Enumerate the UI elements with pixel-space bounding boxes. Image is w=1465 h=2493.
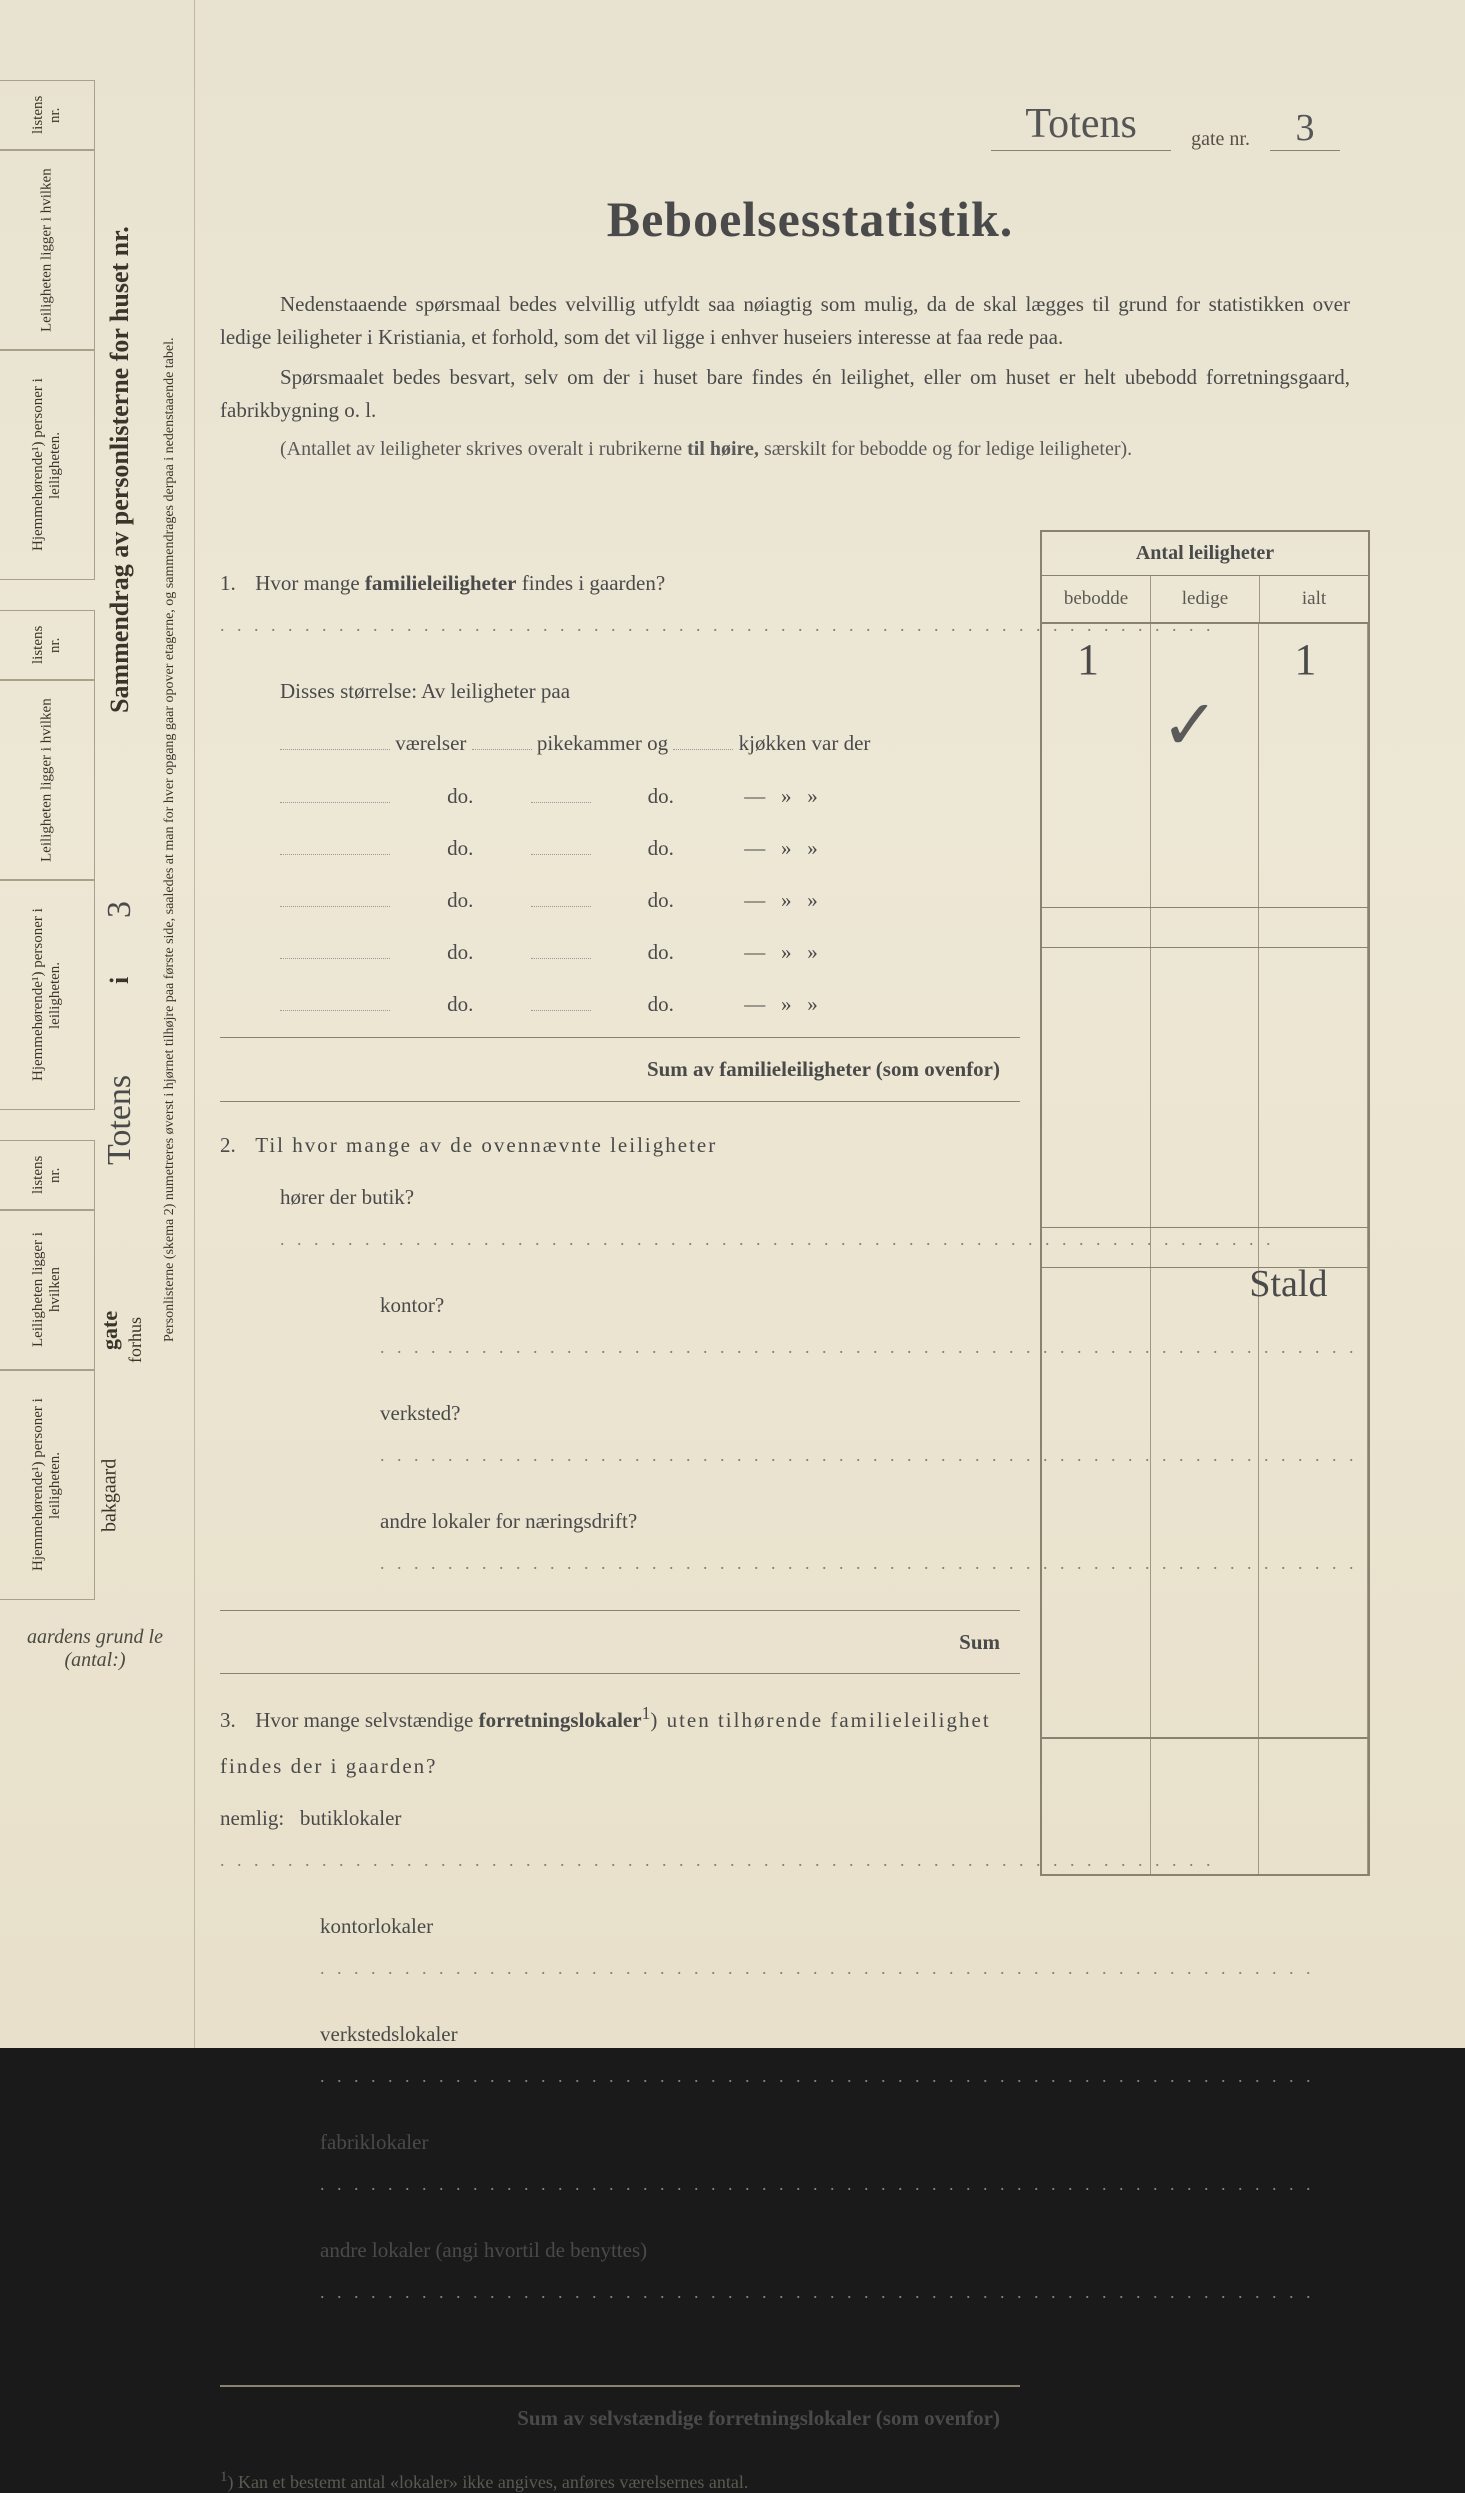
intro-p3: (Antallet av leiligheter skrives overalt…	[220, 434, 1350, 465]
left-box-leil-3: Leiligheten ligger i hvilken	[0, 1210, 95, 1370]
intro-p1: Nedenstaaende spørsmaal bedes velvillig …	[220, 288, 1350, 353]
forhus-container: forhus	[123, 1260, 148, 1420]
q2-sum: Sum	[220, 1610, 1020, 1674]
col-bebodde: bebodde	[1042, 576, 1151, 622]
left-box-listens-1: listens nr.	[0, 80, 95, 150]
house-nr-handwritten: 3	[95, 870, 145, 950]
q3-fabrik: fabriklokaler	[220, 2119, 1020, 2221]
listens-label: listens nr.	[0, 81, 94, 149]
count-table: Antal leiligheter bebodde ledige ialt 1 …	[1040, 530, 1370, 1876]
q1-row-do-1: do. do. — » »	[220, 773, 1020, 819]
street-name-handwritten: Totens	[991, 100, 1171, 151]
page-title: Beboelsesstatistik.	[220, 190, 1400, 248]
q3-verksted: verkstedslokaler	[220, 2011, 1020, 2113]
col-body-ialt: 1 Stald	[1259, 624, 1368, 1874]
left-margin-column-b: Sammendrag av personlisterne for huset n…	[95, 0, 195, 1760]
q1-row-do-3: do. do. — » »	[220, 877, 1020, 923]
gate-container: gate	[95, 1270, 125, 1390]
col-body-ledige: ✓	[1151, 624, 1260, 1874]
main-content: Totens gate nr. 3 Beboelsesstatistik. Ne…	[220, 110, 1400, 2493]
left-box-hjemme-1: Hjemmehørende¹) personer i leiligheten.	[0, 350, 95, 580]
hline-sum2	[1042, 1227, 1368, 1228]
header-line: Totens gate nr. 3	[991, 100, 1340, 151]
q2-verksted: verksted?	[220, 1390, 1020, 1492]
street-handwritten-vertical: Totens	[95, 1010, 145, 1230]
hjemme-label-2: Hjemmehørende¹) personer i leiligheten.	[0, 881, 94, 1109]
hjemme-label: Hjemmehørende¹) personer i leiligheten.	[0, 351, 94, 579]
q1-line: 1. Hvor mange familieleiligheter findes …	[220, 560, 1020, 662]
count-table-subheader: bebodde ledige ialt	[1042, 576, 1368, 624]
intro-text: Nedenstaaende spørsmaal bedes velvillig …	[220, 288, 1400, 465]
left-box-hjemme-2: Hjemmehørende¹) personer i leiligheten.	[0, 880, 95, 1110]
col-body-bebodde: 1	[1042, 624, 1151, 1874]
q2-line: 2. Til hvor mange av de ovennævnte leili…	[220, 1122, 1020, 1168]
hline-sum2b	[1042, 1267, 1368, 1268]
q3-nemlig-butik: nemlig: butiklokaler	[220, 1795, 1020, 1897]
q1-row-do-5: do. do. — » »	[220, 981, 1020, 1027]
left-box-leil-1: Leiligheten ligger i hvilken	[0, 150, 95, 350]
bakgaard-label: bakgaard	[95, 1400, 125, 1590]
intro-p2: Spørsmaalet bedes besvart, selv om der i…	[220, 361, 1350, 426]
bakgaard-container: bakgaard	[95, 1400, 125, 1590]
count-table-body: 1 ✓ 1 Stald	[1042, 624, 1368, 1874]
q1-row-do-4: do. do. — » »	[220, 929, 1020, 975]
personlisterne-note-container: Personlisterne (skema 2) numetreres øver…	[150, 90, 190, 1590]
house-nr-container: 3	[95, 870, 145, 950]
q2-kontor: kontor?	[220, 1282, 1020, 1384]
left-margin-column-a: listens nr. Leiligheten ligger i hvilken…	[0, 0, 95, 1760]
left-box-listens-2: listens nr.	[0, 610, 95, 680]
gate-nr-label: gate nr.	[1191, 128, 1250, 151]
q3-kontor: kontorlokaler	[220, 1903, 1020, 2005]
forhus-label: forhus	[123, 1260, 148, 1420]
listens-label-2: listens nr.	[0, 611, 94, 679]
q2-butik: hører der butik?	[220, 1174, 1020, 1276]
leiligheten-label-2: Leiligheten ligger i hvilken	[0, 681, 94, 879]
hline-sum1b	[1042, 947, 1368, 948]
q2-andre-value: Stald	[1249, 1262, 1327, 1306]
form-area: Antal leiligheter bebodde ledige ialt 1 …	[220, 560, 1400, 2493]
street-hw-container: Totens	[95, 1010, 145, 1230]
q2-andre: andre lokaler for næringsdrift?	[220, 1498, 1020, 1600]
count-table-header: Antal leiligheter	[1042, 532, 1368, 576]
q3-sum: Sum av selvstændige forretningslokaler (…	[220, 2385, 1020, 2449]
leiligheten-label-3: Leiligheten ligger i hvilken	[0, 1211, 94, 1369]
col-ialt: ialt	[1260, 576, 1368, 622]
q1-bebodde-value: 1	[1077, 634, 1099, 685]
hjemme-label-3: Hjemmehørende¹) personer i leiligheten.	[0, 1371, 94, 1599]
q1-row-1: værelser pikekammer og kjøkken var der	[220, 720, 1020, 766]
summary-title: Sammendrag av personlisterne for huset n…	[95, 90, 145, 850]
q1-sum: Sum av familieleiligheter (som ovenfor)	[220, 1037, 1020, 1101]
q3-line: 3. Hvor mange selvstændige forretningslo…	[220, 1694, 1020, 1789]
q1-row-do-2: do. do. — » »	[220, 825, 1020, 871]
hline-sum1	[1042, 907, 1368, 908]
gaardens-grund-label: aardens grund le (antal:)	[0, 1620, 190, 1678]
q1-sub: Disses størrelse: Av leiligheter paa	[220, 668, 1020, 714]
left-box-listens-3: listens nr.	[0, 1140, 95, 1210]
personlisterne-note: Personlisterne (skema 2) numetreres øver…	[150, 90, 190, 1590]
checkmark-icon: ✓	[1161, 684, 1220, 767]
left-box-hjemme-3: Hjemmehørende¹) personer i leiligheten.	[0, 1370, 95, 1600]
i-label-container: i	[95, 960, 145, 1000]
listens-label-3: listens nr.	[0, 1141, 94, 1209]
left-box-leil-2: Leiligheten ligger i hvilken	[0, 680, 95, 880]
q1-ialt-value: 1	[1294, 634, 1316, 685]
left-margin: listens nr. Leiligheten ligger i hvilken…	[0, 0, 195, 2048]
i-label: i	[95, 960, 145, 1000]
leiligheten-label: Leiligheten ligger i hvilken	[0, 151, 94, 349]
q3-andre: andre lokaler (angi hvortil de benyttes)	[220, 2227, 1020, 2329]
hline-sum3	[1042, 1737, 1368, 1739]
col-ledige: ledige	[1151, 576, 1260, 622]
gate-label-vertical: gate	[95, 1270, 125, 1390]
gate-nr-handwritten: 3	[1270, 106, 1340, 151]
footnote: 1) Kan et bestemt antal «lokaler» ikke a…	[220, 2469, 1400, 2493]
document-page: listens nr. Leiligheten ligger i hvilken…	[0, 0, 1465, 2048]
summary-title-container: Sammendrag av personlisterne for huset n…	[95, 90, 145, 850]
